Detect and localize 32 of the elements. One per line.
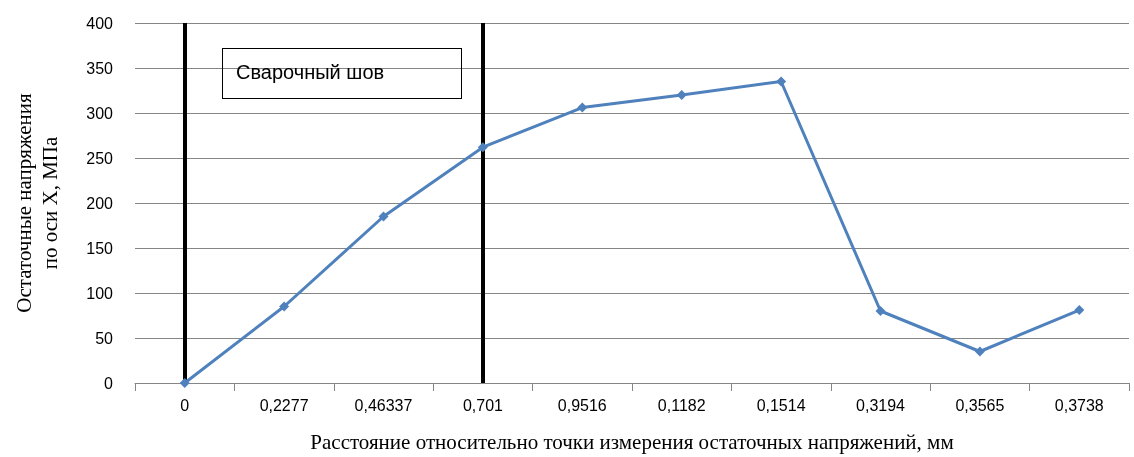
point: [1074, 305, 1085, 316]
y-tick-label: 100: [86, 284, 114, 302]
x-tick-label: 0,3194: [856, 396, 906, 414]
y-tick-label: 300: [86, 104, 114, 122]
y-tick-label: 150: [86, 239, 114, 257]
y-tick-label: 200: [86, 194, 114, 212]
x-tick-label: 0,3738: [1054, 396, 1104, 414]
y-axis-title: Остаточные напряжения по оси X, МПа: [12, 92, 62, 313]
point: [378, 211, 389, 222]
point: [875, 306, 886, 316]
point: [279, 301, 290, 312]
x-tick-label: 0: [180, 396, 190, 414]
y-tick-label: 0: [104, 374, 114, 392]
point: [179, 378, 190, 388]
x-tick-label: 0,1182: [657, 396, 706, 414]
x-tick-label: 0,701: [462, 396, 504, 414]
point: [676, 90, 687, 100]
point: [477, 142, 488, 153]
x-tick-label: 0,3565: [955, 396, 1005, 414]
y-tick-label: 50: [95, 329, 114, 347]
y-tick-label: 400: [86, 14, 114, 32]
x-tick-label: 0,1514: [756, 396, 806, 414]
point: [974, 346, 985, 357]
x-tick-label: 0,9516: [557, 396, 607, 414]
y-tick-label: 250: [86, 149, 114, 167]
annotation: Сварочный шов: [236, 61, 385, 84]
x-axis-title: Расстояние относительно точки измерения остаточных напряжений, мм: [310, 429, 954, 454]
point: [776, 76, 787, 87]
y-tick-label: 350: [86, 59, 114, 77]
point: [577, 102, 588, 113]
x-tick-label: 0,46337: [354, 396, 413, 414]
x-tick-label: 0,2277: [259, 396, 309, 414]
